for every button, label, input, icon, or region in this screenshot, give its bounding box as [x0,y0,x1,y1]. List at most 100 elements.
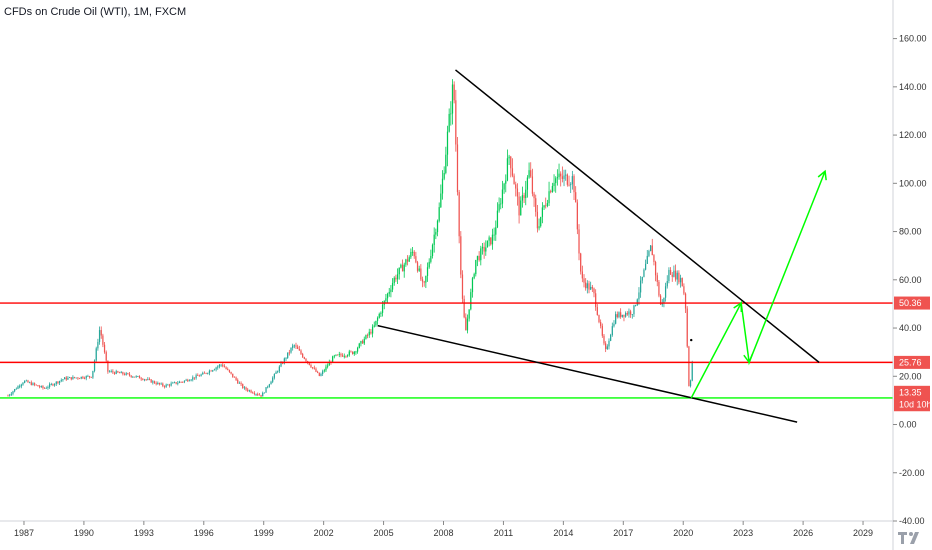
candle [460,231,461,278]
candle-body [640,281,641,293]
candle [205,373,206,374]
candle-body [14,389,15,391]
candles [7,79,692,398]
x-tick-label: 1993 [134,528,154,538]
candle-body [89,376,90,377]
candle-body [227,369,228,370]
candle-body [101,330,102,335]
candle-body [450,114,451,115]
candle-body [533,194,534,199]
candle [62,379,63,382]
candle [503,183,504,194]
candle [640,276,641,298]
candle-body [121,372,122,373]
candle-body [685,294,686,309]
candle-body [395,278,396,280]
candle [194,377,195,380]
candle-body [548,191,549,203]
candle-body [204,373,205,374]
candle-body [159,383,160,384]
candle [357,347,358,354]
y-tick-label: 60.00 [899,275,922,285]
x-tick-label: 2029 [853,528,873,538]
candle [632,314,633,319]
x-tick-label: 2026 [793,528,813,538]
candle-body [41,386,42,387]
candle-body [518,197,519,216]
candle-body [116,371,117,374]
candle-body [255,394,256,395]
candle [287,352,288,358]
candle-body [305,359,306,361]
candle-body [164,386,165,387]
candle-body [658,282,659,296]
candle-body [162,384,163,386]
candle [434,227,435,252]
candle [277,370,278,373]
candle-body [59,381,60,383]
candle [182,381,183,383]
candle [359,343,360,349]
candle-body [272,378,273,382]
candle-body [42,386,43,388]
candle-body [17,386,18,388]
candle [545,198,546,209]
candle-body [129,374,130,376]
candle [166,384,167,388]
candle [12,391,13,396]
trendlines [378,70,820,422]
candle [608,338,609,349]
x-tick-label: 2005 [374,528,394,538]
candle-body [190,380,191,381]
candle-body [360,341,361,344]
candle [319,372,320,376]
candle-body [337,355,338,356]
candle-body [435,232,436,235]
candle [597,304,598,316]
candle-body [220,365,221,366]
candle [42,385,43,390]
horizontal-levels [0,303,893,398]
candle [162,382,163,387]
candle-body [449,114,450,132]
candle-body [625,313,626,317]
candle [227,367,228,370]
candle-body [354,352,355,354]
candle-body [618,312,619,317]
candle-body [538,226,539,228]
candle [181,381,182,382]
candle-body [612,326,613,335]
candle-body [622,315,623,317]
candle-body [342,355,343,356]
candle [34,382,35,386]
candle [37,385,38,386]
candle [558,164,559,180]
candle-body [325,367,326,371]
candle [272,376,273,383]
candle [292,344,293,351]
candle [625,311,626,317]
candle-body [186,380,187,381]
candle [112,369,113,374]
candle [687,306,688,348]
candle-body [274,374,275,378]
candle [317,371,318,373]
candle-body [21,385,22,387]
candle [592,285,593,292]
candle-body [262,393,263,396]
candle [518,192,519,223]
candle-body [181,382,182,383]
candle-body [97,342,98,348]
candle [61,378,62,382]
candle [560,171,561,186]
candle-body [558,174,559,178]
candle [470,289,471,311]
candle [44,387,45,389]
candle [642,277,643,284]
candle [200,374,201,377]
tradingview-logo-icon [896,528,926,546]
candle [355,351,356,355]
candle-body [295,345,296,346]
candle [111,369,112,372]
